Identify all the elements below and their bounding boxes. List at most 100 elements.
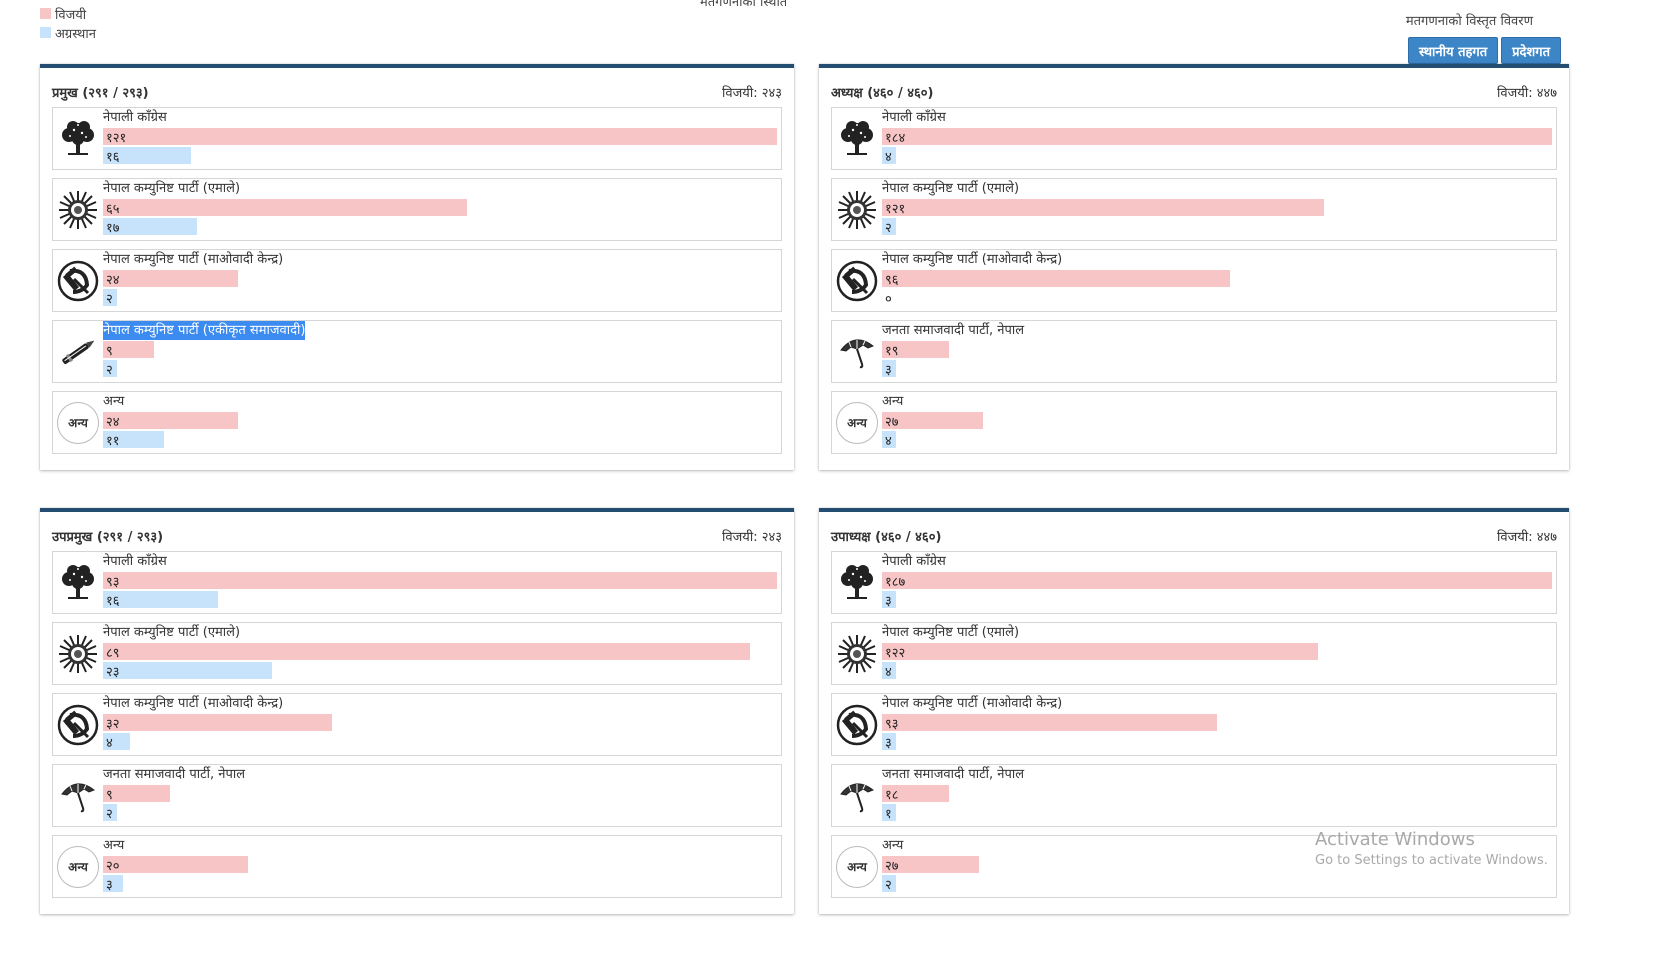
party-bars: नेपाल कम्युनिष्ट पार्टी (माओवादी केन्द्र… bbox=[103, 250, 781, 311]
lead-bar-line: ३ bbox=[103, 874, 777, 893]
province-button[interactable]: प्रदेशगत bbox=[1501, 37, 1561, 64]
won-bar-line: ८९ bbox=[103, 642, 777, 661]
won-bar: ९३ bbox=[882, 714, 1217, 732]
party-name-wrap: अन्य bbox=[103, 392, 777, 411]
lead-bar-line: २३ bbox=[103, 661, 777, 680]
won-bar-line: ६५ bbox=[103, 198, 777, 217]
other-icon-label: अन्य bbox=[836, 845, 878, 888]
sun-icon bbox=[832, 179, 882, 240]
party-row[interactable]: अन्य अन्य २० ३ bbox=[52, 835, 782, 898]
won-bar: १२१ bbox=[882, 199, 1325, 217]
party-name-wrap: नेपाली काँग्रेस bbox=[103, 552, 777, 571]
won-bar-line: ९३ bbox=[103, 571, 777, 590]
legend: विजयी अग्रस्थान bbox=[40, 4, 96, 42]
won-bar-line: ९ bbox=[103, 784, 777, 803]
party-name-wrap: अन्य bbox=[882, 836, 1552, 855]
other-icon-label: अन्य bbox=[836, 401, 878, 444]
party-name-wrap: नेपाली काँग्रेस bbox=[882, 108, 1552, 127]
party-name: नेपाल कम्युनिष्ट पार्टी (एमाले) bbox=[103, 625, 241, 640]
lead-bar-line: २ bbox=[103, 359, 777, 378]
watermark-title: Activate Windows bbox=[1315, 829, 1475, 850]
umbrella-icon bbox=[53, 765, 103, 826]
won-bar-line: १८४ bbox=[882, 127, 1552, 146]
party-row[interactable]: नेपाल कम्युनिष्ट पार्टी (एकीकृत समाजवादी… bbox=[52, 320, 782, 383]
party-name-wrap: अन्य bbox=[103, 836, 777, 855]
party-name-wrap: नेपाल कम्युनिष्ट पार्टी (एकीकृत समाजवादी… bbox=[103, 321, 777, 340]
party-row[interactable]: नेपाल कम्युनिष्ट पार्टी (माओवादी केन्द्र… bbox=[831, 249, 1557, 312]
party-row[interactable]: नेपाली काँग्रेस १८७ ३ bbox=[831, 551, 1557, 614]
party-row[interactable]: नेपाल कम्युनिष्ट पार्टी (माओवादी केन्द्र… bbox=[831, 693, 1557, 756]
panel-winner-count: विजयी: २४३ bbox=[722, 86, 782, 101]
lead-bar: २ bbox=[103, 360, 117, 378]
party-bars: अन्य २० ३ bbox=[103, 836, 781, 897]
party-row[interactable]: नेपाली काँग्रेस १२१ १६ bbox=[52, 107, 782, 170]
watermark-subtitle: Go to Settings to activate Windows. bbox=[1315, 853, 1548, 868]
party-name: नेपाल कम्युनिष्ट पार्टी (माओवादी केन्द्र… bbox=[882, 252, 1063, 267]
party-name-wrap: नेपाल कम्युनिष्ट पार्टी (एमाले) bbox=[882, 179, 1552, 198]
hammer-sickle-icon bbox=[53, 250, 103, 311]
won-bar: ९ bbox=[103, 341, 154, 359]
legend-swatch-won bbox=[40, 8, 51, 19]
lead-bar: २ bbox=[882, 875, 896, 893]
party-bars: अन्य २७ २ bbox=[882, 836, 1556, 897]
party-row[interactable]: अन्य अन्य २४ ११ bbox=[52, 391, 782, 454]
won-bar: १८ bbox=[882, 785, 949, 803]
won-bar-line: १८७ bbox=[882, 571, 1552, 590]
other-icon: अन्य bbox=[53, 392, 103, 453]
tree-icon bbox=[832, 108, 882, 169]
party-name: नेपाल कम्युनिष्ट पार्टी (माओवादी केन्द्र… bbox=[103, 696, 284, 711]
won-bar: २४ bbox=[103, 270, 238, 288]
panel-header: प्रमुख (२९१ / २९३) विजयी: २४३ bbox=[40, 68, 794, 107]
party-row[interactable]: नेपाल कम्युनिष्ट पार्टी (एमाले) १२१ २ bbox=[831, 178, 1557, 241]
party-row[interactable]: नेपाल कम्युनिष्ट पार्टी (माओवादी केन्द्र… bbox=[52, 693, 782, 756]
party-bars: नेपाली काँग्रेस ९३ १६ bbox=[103, 552, 781, 613]
won-bar-line: २० bbox=[103, 855, 777, 874]
party-bars: नेपाली काँग्रेस १२१ १६ bbox=[103, 108, 781, 169]
party-name: नेपाल कम्युनिष्ट पार्टी (एमाले) bbox=[882, 625, 1020, 640]
lead-bar: २ bbox=[882, 218, 896, 236]
lead-bar-line: १७ bbox=[103, 217, 777, 236]
won-bar: ३२ bbox=[103, 714, 333, 732]
party-row[interactable]: अन्य अन्य २७ २ bbox=[831, 835, 1557, 898]
party-bars: जनता समाजवादी पार्टी, नेपाल १९ ३ bbox=[882, 321, 1556, 382]
party-row[interactable]: नेपाल कम्युनिष्ट पार्टी (एमाले) ६५ १७ bbox=[52, 178, 782, 241]
page-title: मतगणनाको स्थिति bbox=[700, 0, 788, 10]
party-list: नेपाली काँग्रेस १८४ ४ नेपाल कम्युनिष्ट पार्… bbox=[819, 107, 1569, 470]
party-name: अन्य bbox=[882, 838, 904, 853]
won-bar: ९६ bbox=[882, 270, 1231, 288]
party-list: नेपाली काँग्रेस १२१ १६ नेपाल कम्युनिष्ट पार… bbox=[40, 107, 794, 470]
party-list: नेपाली काँग्रेस १८७ ३ नेपाल कम्युनिष्ट पार्… bbox=[819, 551, 1569, 914]
party-row[interactable]: नेपाल कम्युनिष्ट पार्टी (एमाले) १२२ ४ bbox=[831, 622, 1557, 685]
panel-header: उपप्रमुख (२९१ / २९३) विजयी: २४३ bbox=[40, 512, 794, 551]
legend-item-leading: अग्रस्थान bbox=[40, 23, 96, 42]
pen-icon bbox=[53, 321, 103, 382]
party-bars: जनता समाजवादी पार्टी, नेपाल १८ १ bbox=[882, 765, 1556, 826]
sun-icon bbox=[832, 623, 882, 684]
party-row[interactable]: अन्य अन्य २७ ४ bbox=[831, 391, 1557, 454]
party-row[interactable]: जनता समाजवादी पार्टी, नेपाल १८ १ bbox=[831, 764, 1557, 827]
party-row[interactable]: नेपाल कम्युनिष्ट पार्टी (एमाले) ८९ २३ bbox=[52, 622, 782, 685]
panel-mayor: प्रमुख (२९१ / २९३) विजयी: २४३ नेपाली काँग्… bbox=[40, 64, 794, 470]
party-list: नेपाली काँग्रेस ९३ १६ नेपाल कम्युनिष्ट पार्… bbox=[40, 551, 794, 914]
party-row[interactable]: नेपाली काँग्रेस ९३ १६ bbox=[52, 551, 782, 614]
party-name-wrap: नेपाल कम्युनिष्ट पार्टी (एमाले) bbox=[103, 623, 777, 642]
party-row[interactable]: जनता समाजवादी पार्टी, नेपाल १९ ३ bbox=[831, 320, 1557, 383]
detail-label: मतगणनाको विस्तृत विवरण bbox=[1405, 14, 1533, 29]
other-icon: अन्य bbox=[832, 836, 882, 897]
lead-bar: ११ bbox=[103, 431, 164, 449]
panel-vice-chairperson: उपाध्यक्ष (४६० / ४६०) विजयी: ४४७ नेपाली का… bbox=[819, 508, 1569, 914]
won-bar-line: ३२ bbox=[103, 713, 777, 732]
won-bar-line: ९ bbox=[103, 340, 777, 359]
party-bars: अन्य २४ ११ bbox=[103, 392, 781, 453]
lead-bar: ४ bbox=[882, 147, 896, 165]
local-level-button[interactable]: स्थानीय तहगत bbox=[1407, 37, 1499, 64]
legend-swatch-leading bbox=[40, 27, 51, 38]
panel-title: प्रमुख (२९१ / २९३) bbox=[52, 86, 149, 101]
won-bar-line: १२१ bbox=[103, 127, 777, 146]
lead-bar-line: ४ bbox=[103, 732, 777, 751]
party-row[interactable]: जनता समाजवादी पार्टी, नेपाल ९ २ bbox=[52, 764, 782, 827]
party-bars: नेपाल कम्युनिष्ट पार्टी (एमाले) ८९ २३ bbox=[103, 623, 781, 684]
party-row[interactable]: नेपाली काँग्रेस १८४ ४ bbox=[831, 107, 1557, 170]
party-bars: नेपाल कम्युनिष्ट पार्टी (माओवादी केन्द्र… bbox=[103, 694, 781, 755]
party-row[interactable]: नेपाल कम्युनिष्ट पार्टी (माओवादी केन्द्र… bbox=[52, 249, 782, 312]
